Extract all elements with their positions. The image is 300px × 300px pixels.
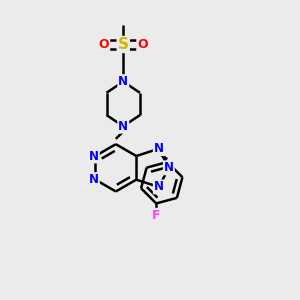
Text: O: O: [99, 38, 109, 51]
Text: N: N: [164, 161, 174, 174]
Text: O: O: [137, 38, 148, 51]
Text: N: N: [154, 142, 164, 155]
Text: F: F: [152, 209, 160, 222]
Text: N: N: [154, 181, 164, 194]
Text: N: N: [118, 75, 128, 88]
Text: N: N: [118, 120, 128, 133]
Text: S: S: [118, 37, 129, 52]
Text: N: N: [89, 149, 99, 163]
Text: N: N: [89, 173, 99, 186]
